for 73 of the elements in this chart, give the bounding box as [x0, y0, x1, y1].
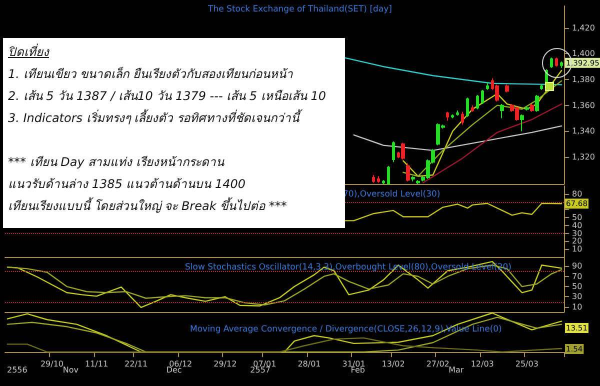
- candlestick: [406, 162, 410, 182]
- y-tick-label: 40: [572, 220, 582, 230]
- y-tick-label: 1,360: [572, 100, 595, 110]
- line-series: [343, 56, 562, 86]
- x-tick-label: 29/10: [40, 360, 64, 368]
- candlestick: [535, 94, 539, 112]
- y-tick-label: 80: [572, 189, 582, 198]
- line-series: [353, 125, 562, 152]
- y-tick-label: 20: [572, 236, 582, 246]
- candlestick: [486, 82, 489, 90]
- chart-title: 70),Oversold Level(30): [343, 190, 440, 200]
- candlestick: [466, 97, 469, 118]
- candlestick: [500, 104, 504, 119]
- candlestick: [446, 111, 449, 122]
- x-tick-label: 29/12: [214, 360, 237, 368]
- annotation: *** เทียน Day สามแท่ง เรียงหน้ากระดาน: [8, 154, 226, 171]
- y-tick-label: 10: [572, 244, 582, 254]
- y-tick-label: 30: [572, 292, 582, 302]
- candlestick: [387, 165, 390, 184]
- annotation: 1. เทียนเขียว ขนาดเล็ก ยืนเรียงตัวกับสองเทียนก่อนหน้า: [8, 66, 294, 83]
- text: Feb: [350, 366, 365, 374]
- candlestick: [411, 176, 415, 182]
- candlestick: [392, 140, 395, 163]
- y-tick-label: 1,380: [572, 75, 595, 84]
- candlestick: [377, 176, 380, 184]
- candlestick: [540, 84, 543, 90]
- x-tick-label: 12/03: [470, 360, 494, 368]
- x-tick-label: 25/03: [515, 360, 538, 368]
- candlestick: [525, 106, 529, 111]
- text: 2556: [7, 366, 28, 374]
- y-tick-label: 70: [572, 272, 582, 281]
- x-tick-label: 22/11: [124, 360, 148, 368]
- y-tick-label: 50: [572, 282, 582, 292]
- text: Dec: [166, 366, 182, 374]
- candlestick: [481, 89, 484, 105]
- y-tick-label: 1,320: [572, 152, 595, 162]
- candlestick: [505, 84, 509, 93]
- candlestick: [560, 60, 563, 68]
- candlestick: [382, 180, 385, 184]
- candlestick: [416, 180, 420, 184]
- annotation: 2. เส้น 5 วัน 1387 / เส้น10 วัน 1379 --- เส้น 5 เหนือเส้น 10: [8, 88, 327, 105]
- chart-title: The Stock Exchange of Thailand(SET) [day]: [207, 4, 392, 14]
- text: Nov: [62, 366, 79, 374]
- x-tick-label: 11/11: [84, 360, 108, 368]
- annotation: 3. Indicators เริ่มทรงๆ เลี้ยงตัว รอทิศทางที่ชัดเจนกว่านี้: [8, 108, 304, 127]
- y-tick-label: 1,400: [572, 49, 595, 58]
- candlestick: [372, 174, 375, 184]
- candlestick: [471, 104, 474, 112]
- x-tick-label: 13/02: [382, 360, 405, 368]
- candlestick: [461, 111, 464, 126]
- candlestick: [550, 57, 553, 68]
- y-tick-label: 30: [572, 228, 582, 238]
- candlestick: [476, 94, 479, 110]
- y-tick-label: 1,340: [572, 126, 595, 136]
- candlestick: [456, 110, 459, 116]
- text: 2557: [250, 366, 271, 374]
- candlestick: [451, 114, 454, 119]
- y-tick-label: 10: [572, 302, 582, 312]
- candlestick: [530, 104, 534, 112]
- candlestick: [555, 57, 558, 68]
- line-series: [422, 103, 562, 184]
- annotation: แนวรับด้านล่าง 1385 แนวต้านด้านบน 1400: [8, 176, 247, 193]
- y-tick-label: 50: [572, 213, 582, 222]
- x-tick-label: 31/01: [342, 360, 366, 368]
- line-series: [343, 202, 562, 222]
- candlestick: [520, 114, 524, 132]
- candlestick: [401, 142, 405, 160]
- x-tick-label: 27/02: [426, 360, 450, 368]
- y-tick-label: 1,420: [572, 23, 595, 32]
- x-tick-label: 28/01: [298, 360, 321, 368]
- y-tick-label: 90: [572, 262, 582, 271]
- annotation: ปิดเที่ยง: [8, 42, 50, 61]
- text: Mar: [448, 366, 464, 374]
